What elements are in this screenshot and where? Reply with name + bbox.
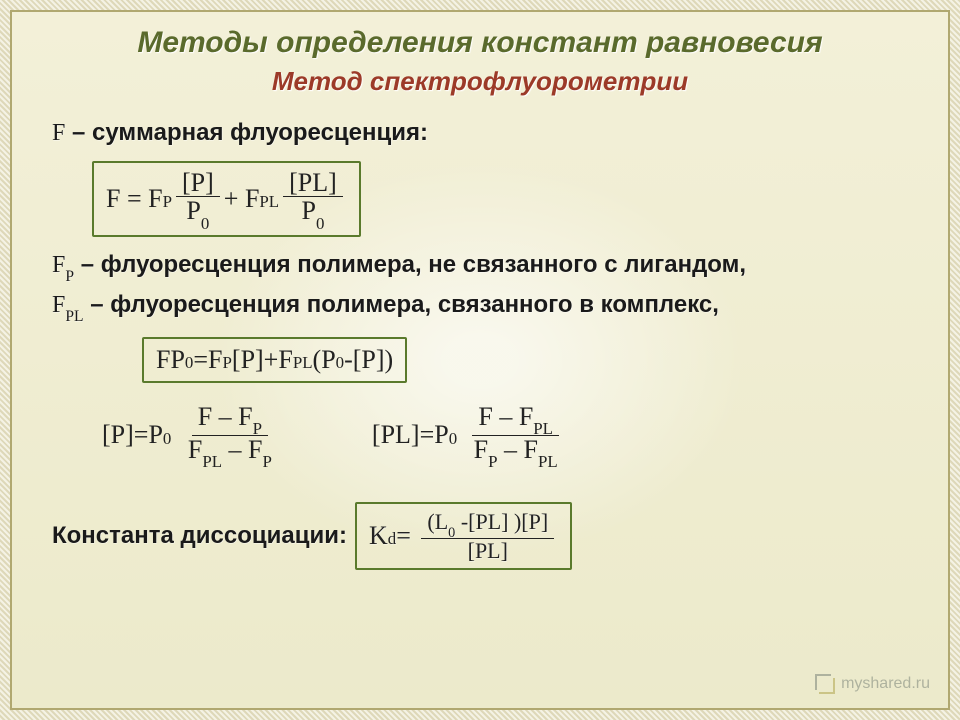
definition-fp-visible: флуоресценция полимера, не связанного с …	[101, 251, 746, 278]
eq3a-frac: F – FP FPL – FP	[182, 403, 278, 468]
eq3b-num: F – FPL	[472, 403, 559, 436]
page-title: Методы определения констант равновесия	[52, 26, 908, 60]
eq1-frac2-den: P0	[296, 197, 331, 229]
eq1-frac1-num: [P]	[176, 169, 220, 197]
watermark: myshared.ru	[815, 674, 930, 694]
eq1-frac2-num: [PL]	[283, 169, 343, 197]
kd-frac: (L0 -[PL] )[P] [PL]	[421, 510, 554, 562]
eq1-sub1: P	[163, 192, 172, 212]
watermark-text: myshared.ru	[841, 675, 930, 693]
definition-fpl-visible: флуоресценция полимера, связанного в ком…	[110, 291, 719, 318]
definition-fpl: FPL – флуоресценция полимера, связанного…	[52, 291, 908, 323]
eq1-lhs: F = F	[106, 184, 163, 214]
symbol-fp: FP	[52, 252, 74, 278]
eq1-frac1: [P] P0	[176, 169, 220, 229]
slide: Методы определения констант равновесия М…	[10, 10, 950, 710]
eq3a-num: F – FP	[192, 403, 268, 436]
watermark-icon	[815, 674, 835, 694]
eq1-frac2: [PL] P0	[283, 169, 343, 229]
eq3a-den: FPL – FP	[182, 436, 278, 468]
equation-2-box: FP0=FP[P]+FPL(P0-[P])	[142, 337, 407, 383]
equation-2: FP0=FP[P]+FPL(P0-[P])	[156, 345, 393, 375]
kd-label: Константа диссоциации:	[52, 522, 347, 550]
equation-1-box: F = FP [P] P0 + FPL [PL] P0	[92, 161, 361, 237]
kd-box: Kd = (L0 -[PL] )[P] [PL]	[355, 502, 572, 570]
eq1-frac1-den: P0	[180, 197, 215, 229]
page-subtitle: Метод спектрофлуорометрии	[52, 66, 908, 97]
outer-frame: Методы определения констант равновесия М…	[0, 0, 960, 720]
definition-f: F – суммарная флуоресценция:	[52, 119, 908, 147]
definition-fp-sep: –	[81, 251, 101, 278]
eq1-sub2: PL	[259, 192, 279, 212]
equation-kd: Kd = (L0 -[PL] )[P] [PL]	[369, 510, 558, 562]
eq3b-den: FP – FPL	[468, 436, 564, 468]
equation-3b: [PL]=P0 F – FPL FP – FPL	[372, 403, 568, 468]
symbol-fpl: FPL	[52, 292, 84, 318]
equation-3-row: [P]=P0 F – FP FPL – FP [PL]=P0 F – FPL F…	[102, 403, 908, 468]
definition-f-text: – суммарная флуоресценция:	[65, 119, 428, 146]
kd-den: [PL]	[462, 539, 514, 562]
eq3b-frac: F – FPL FP – FPL	[468, 403, 564, 468]
equation-1: F = FP [P] P0 + FPL [PL] P0	[106, 169, 347, 229]
equation-2-row: FP0=FP[P]+FPL(P0-[P])	[142, 331, 908, 389]
equation-1-row: F = FP [P] P0 + FPL [PL] P0	[92, 155, 908, 243]
definition-fp: FP – – флуоресценция полимера, не связан…	[52, 251, 908, 283]
symbol-f: F	[52, 120, 65, 146]
eq1-plus: + F	[224, 184, 260, 214]
kd-num: (L0 -[PL] )[P]	[421, 510, 554, 539]
definition-fpl-sep: –	[90, 291, 110, 318]
kd-row: Константа диссоциации: Kd = (L0 -[PL] )[…	[52, 496, 908, 576]
equation-3a: [P]=P0 F – FP FPL – FP	[102, 403, 282, 468]
